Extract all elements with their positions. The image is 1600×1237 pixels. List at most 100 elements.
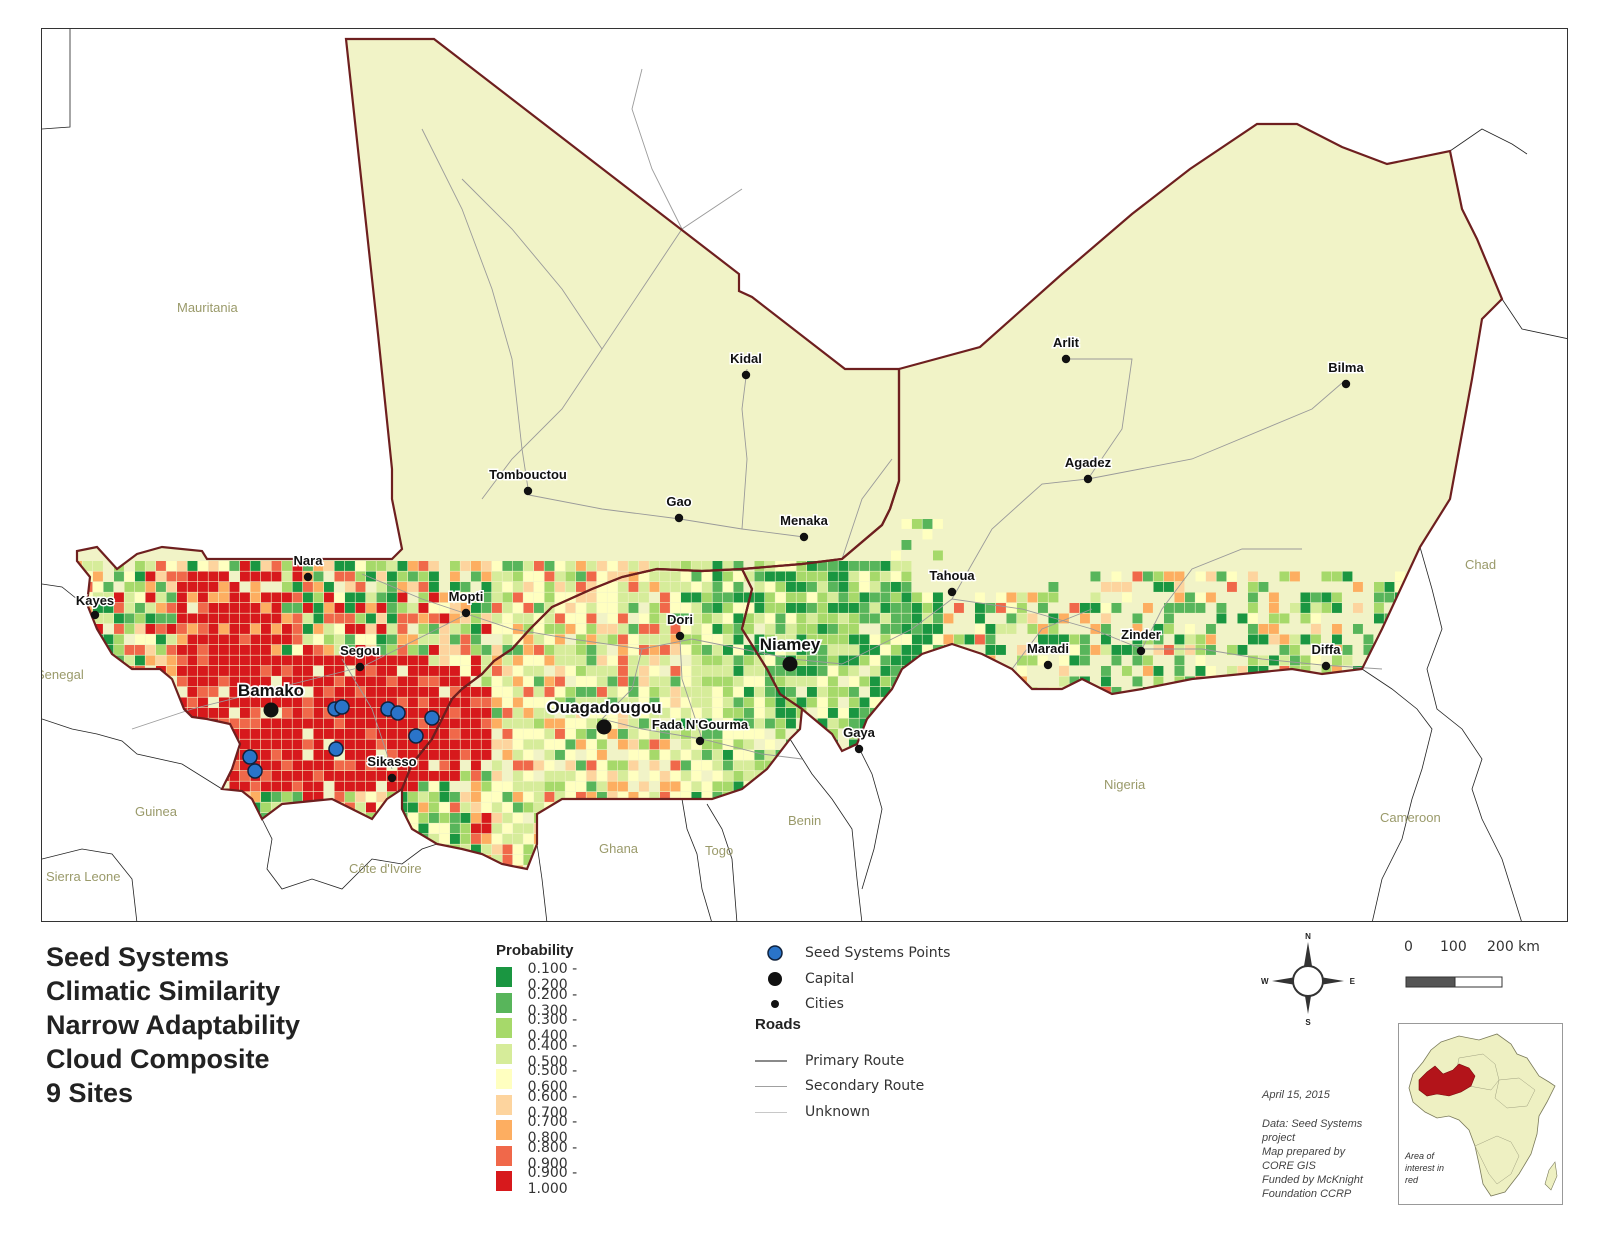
raster-cell [1080, 739, 1090, 750]
raster-cell [82, 645, 93, 655]
raster-cell [712, 708, 723, 718]
raster-cell [1406, 887, 1416, 897]
raster-cell [334, 634, 345, 645]
raster-cell [439, 624, 450, 634]
raster-cell [429, 771, 439, 781]
raster-cell [733, 834, 744, 844]
probability-class-row: 0.200 - 0.300 [496, 987, 580, 1019]
raster-cell [240, 802, 250, 813]
raster-cell [124, 571, 135, 582]
raster-cell [597, 582, 607, 592]
raster-cell [733, 676, 744, 687]
raster-cell [576, 729, 586, 739]
raster-cell [103, 750, 114, 760]
raster-cell [922, 645, 933, 655]
raster-cell [733, 624, 744, 634]
raster-cell [250, 613, 261, 624]
raster-cell [1122, 802, 1132, 813]
raster-cell [408, 771, 418, 781]
raster-cell [481, 561, 492, 571]
raster-cell [471, 781, 481, 792]
raster-cell [754, 666, 765, 676]
raster-cell [376, 739, 387, 750]
raster-cell [692, 887, 702, 897]
raster-cell [1353, 582, 1363, 592]
raster-cell [1164, 582, 1174, 592]
raster-cell [397, 697, 408, 708]
raster-cell [964, 802, 975, 813]
raster-cell [775, 676, 786, 687]
raster-cell [282, 813, 292, 823]
raster-cell [250, 844, 261, 855]
raster-cell [1321, 813, 1332, 823]
raster-cell [985, 645, 996, 655]
raster-cell [1101, 634, 1111, 645]
raster-cell [418, 802, 429, 813]
raster-cell [250, 697, 261, 708]
raster-cell [607, 802, 618, 813]
city-marker [741, 370, 751, 380]
raster-cell [471, 571, 481, 582]
raster-cell [576, 813, 586, 823]
raster-cell [1143, 666, 1153, 676]
raster-cell [1206, 687, 1216, 697]
neighbor-border-segment [1501, 298, 1567, 339]
raster-cell [712, 592, 723, 603]
raster-cell [82, 792, 93, 802]
raster-cell [114, 760, 124, 771]
raster-cell [523, 582, 534, 592]
raster-cell [586, 613, 597, 624]
raster-cell [124, 592, 135, 603]
raster-cell [891, 666, 901, 676]
raster-cell [544, 865, 555, 869]
raster-cell [985, 792, 996, 802]
raster-cell [618, 792, 628, 802]
raster-cell [103, 834, 114, 844]
raster-cell [187, 823, 198, 834]
raster-cell [114, 844, 124, 855]
raster-cell [408, 571, 418, 582]
raster-cell [1090, 760, 1101, 771]
raster-cell [376, 666, 387, 676]
raster-cell [502, 792, 513, 802]
raster-cell [681, 676, 691, 687]
raster-cell [534, 666, 544, 676]
raster-cell [901, 540, 912, 550]
raster-cell [229, 813, 240, 823]
raster-cell [450, 729, 460, 739]
raster-cell [723, 739, 733, 750]
raster-cell [1216, 771, 1227, 781]
raster-cell [607, 697, 618, 708]
raster-cell [324, 592, 334, 603]
raster-cell [880, 655, 891, 666]
raster-cell [933, 750, 943, 760]
raster-cell [82, 561, 93, 571]
raster-cell [82, 739, 93, 750]
raster-cell [114, 571, 124, 582]
raster-cell [114, 645, 124, 655]
raster-cell [796, 739, 807, 750]
raster-cell [838, 666, 849, 676]
raster-cell [891, 855, 901, 865]
raster-cell [1048, 771, 1059, 781]
raster-cell [712, 603, 723, 613]
raster-cell [996, 697, 1006, 708]
raster-cell [429, 792, 439, 802]
raster-cell [145, 750, 156, 760]
raster-cell [93, 676, 103, 687]
raster-cell [628, 624, 639, 634]
raster-cell [1153, 687, 1164, 697]
raster-cell [450, 697, 460, 708]
raster-cell [114, 708, 124, 718]
raster-cell [513, 813, 523, 823]
raster-cell [114, 750, 124, 760]
raster-cell [1447, 855, 1458, 865]
raster-cell [303, 844, 313, 855]
raster-cell [282, 718, 292, 729]
raster-cell [439, 802, 450, 813]
raster-cell [303, 876, 313, 886]
raster-cell [880, 781, 891, 792]
raster-cell [891, 813, 901, 823]
raster-cell [901, 844, 912, 855]
raster-cell [1290, 876, 1300, 886]
